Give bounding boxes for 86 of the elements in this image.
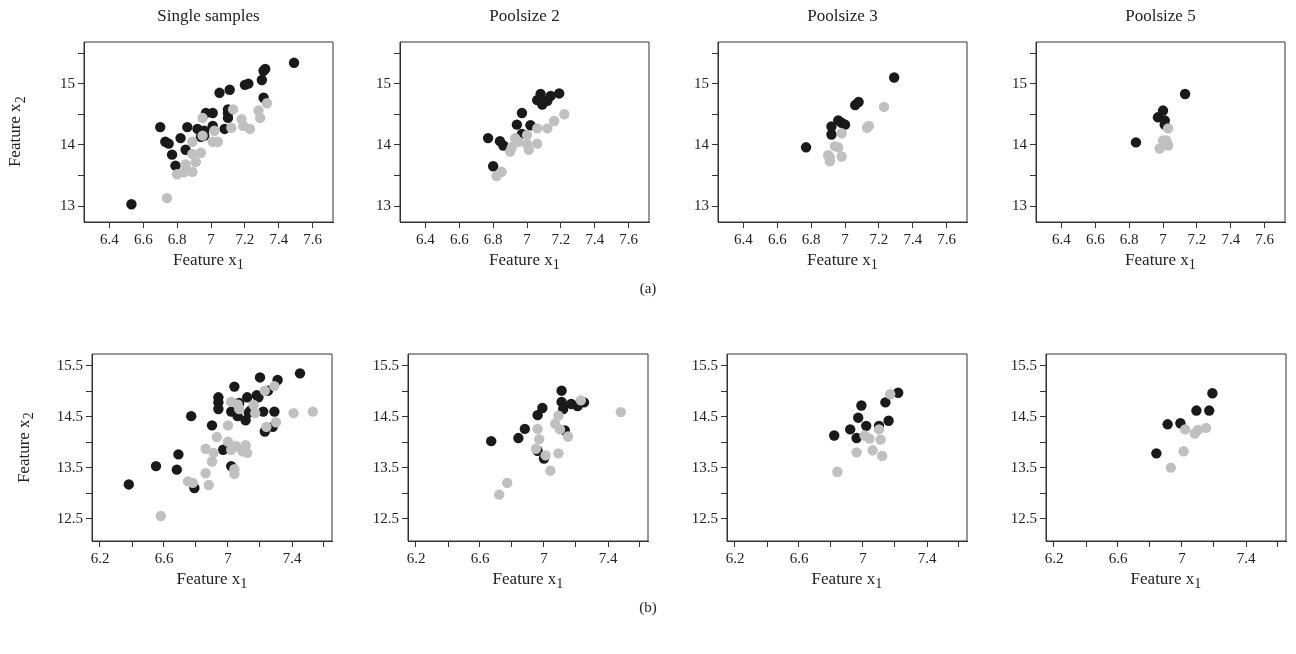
x-axis-title: Feature x$_{1}$ (806, 250, 879, 274)
x-tick-label: 7.4 (1236, 549, 1256, 566)
x-axis-title: Feature x$_{1}$ (172, 250, 245, 274)
y-tick-label: 15.5 (1010, 356, 1037, 373)
text: (a) (638, 280, 658, 297)
y-tick-label: 14 (694, 135, 710, 152)
x-tick-label: 7.6 (1255, 230, 1275, 247)
chart-title: Poolsize 3 (806, 6, 879, 26)
y-tick-label: 15 (1012, 74, 1027, 91)
chart-title: Poolsize 2 (488, 6, 561, 26)
x-tick-label: 7 (1178, 549, 1187, 566)
x-axis-title: Feature x$_{1}$ (491, 569, 565, 593)
x-tick-label: 7.4 (598, 549, 618, 566)
x-tick-label: 6.4 (416, 230, 436, 247)
x-tick-label: 6.6 (154, 549, 174, 566)
y-tick-label: 13 (694, 197, 709, 214)
x-tick-label: 7 (859, 549, 868, 566)
x-tick-label: 6.4 (1052, 230, 1072, 247)
y-tick-label: 14 (376, 135, 392, 152)
y-tick-label: 13.5 (56, 458, 83, 475)
y-tick-label: 14 (1012, 135, 1028, 152)
y-tick-label: 15.5 (56, 356, 83, 373)
x-tick-label: 6.6 (1108, 549, 1128, 566)
text: (b) (638, 599, 658, 616)
y-tick-label: 12.5 (56, 509, 83, 526)
x-tick-label: 6.4 (100, 230, 120, 247)
x-tick-label: 7 (1159, 230, 1168, 247)
x-tick-label: 7.4 (1221, 230, 1241, 247)
x-tick-label: 7.2 (869, 230, 889, 247)
x-tick-label: 7 (207, 230, 216, 247)
x-tick-label: 7.4 (585, 230, 605, 247)
x-tick-label: 6.6 (1085, 230, 1106, 247)
y-tick-label: 14 (60, 135, 76, 152)
x-tick-label: 6.6 (789, 549, 809, 566)
y-tick-label: 15.5 (691, 356, 718, 373)
chart-title: Single samples (156, 6, 261, 26)
x-tick-label: 6.2 (725, 549, 745, 566)
x-axis-title: Feature x$_{1}$ (1129, 569, 1203, 593)
y-tick-label: 13 (1012, 197, 1027, 214)
x-axis-title: Feature x$_{1}$ (810, 569, 884, 593)
x-tick-label: 6.6 (133, 230, 154, 247)
y-tick-label: 15 (60, 74, 75, 91)
x-tick-label: 7.4 (917, 549, 937, 566)
x-tick-label: 7.4 (903, 230, 923, 247)
x-tick-label: 7.2 (235, 230, 255, 247)
x-tick-label: 6.8 (1119, 230, 1139, 247)
x-tick-label: 7.6 (619, 230, 639, 247)
x-tick-label: 7.4 (269, 230, 289, 247)
y-tick-label: 12.5 (1010, 509, 1037, 526)
x-tick-label: 7.2 (551, 230, 571, 247)
x-tick-label: 6.8 (167, 230, 187, 247)
x-axis-title: Feature x$_{1}$ (1124, 250, 1197, 274)
x-tick-label: 6.2 (406, 549, 426, 566)
x-tick-label: 7.4 (282, 549, 302, 566)
x-tick-label: 6.6 (470, 549, 490, 566)
y-tick-label: 13.5 (372, 458, 399, 475)
y-tick-label: 14.5 (372, 407, 399, 424)
x-tick-label: 6.2 (90, 549, 110, 566)
y-tick-label: 15 (694, 74, 709, 91)
y-tick-label: 15 (376, 74, 391, 91)
x-tick-label: 6.8 (801, 230, 821, 247)
x-tick-label: 7 (540, 549, 549, 566)
x-tick-label: 6.6 (767, 230, 788, 247)
y-tick-label: 12.5 (691, 509, 718, 526)
x-tick-label: 6.2 (1044, 549, 1064, 566)
y-tick-label: 14.5 (56, 407, 83, 424)
y-tick-label: 15.5 (372, 356, 399, 373)
x-axis-title: Feature x$_{1}$ (488, 250, 561, 274)
x-tick-label: 7 (224, 549, 233, 566)
chart-title: Poolsize 5 (1124, 6, 1197, 26)
x-tick-label: 7.2 (1187, 230, 1207, 247)
x-tick-label: 7 (841, 230, 850, 247)
y-tick-label: 13.5 (691, 458, 718, 475)
x-axis-title: Feature x$_{1}$ (175, 569, 249, 593)
y-tick-label: 13 (376, 197, 391, 214)
x-tick-label: 6.4 (734, 230, 754, 247)
y-tick-label: 14.5 (1010, 407, 1037, 424)
x-tick-label: 6.8 (483, 230, 503, 247)
x-tick-label: 7.6 (303, 230, 323, 247)
y-tick-label: 12.5 (372, 509, 399, 526)
x-tick-label: 6.6 (449, 230, 470, 247)
y-tick-label: 13.5 (1010, 458, 1037, 475)
x-tick-label: 7 (523, 230, 532, 247)
y-tick-label: 13 (60, 197, 75, 214)
y-tick-label: 14.5 (691, 407, 718, 424)
x-tick-label: 7.6 (937, 230, 957, 247)
